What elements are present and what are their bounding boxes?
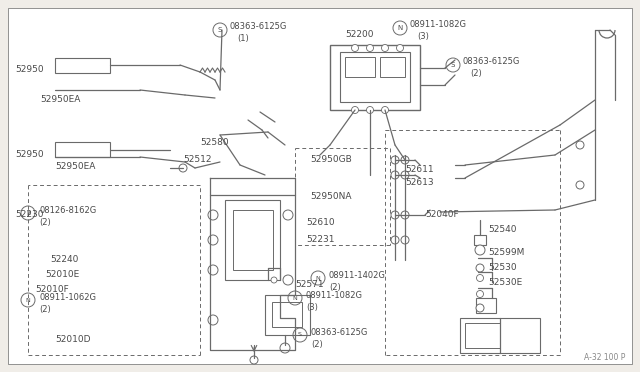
Text: B: B: [26, 211, 30, 215]
Text: (2): (2): [470, 69, 482, 78]
Text: 52231: 52231: [306, 235, 335, 244]
Text: 52950: 52950: [15, 65, 44, 74]
Text: 52200: 52200: [345, 30, 374, 39]
Circle shape: [477, 275, 483, 282]
Bar: [225, 200, 280, 280]
Circle shape: [283, 210, 293, 220]
Text: 52530E: 52530E: [488, 278, 522, 287]
Text: 08363-6125G: 08363-6125G: [230, 22, 287, 31]
Circle shape: [367, 45, 374, 51]
Circle shape: [351, 106, 358, 113]
Text: 52610: 52610: [306, 218, 335, 227]
Circle shape: [208, 235, 218, 245]
Text: 52580: 52580: [200, 138, 228, 147]
Text: (2): (2): [39, 305, 51, 314]
Circle shape: [391, 236, 399, 244]
Bar: [330, 45, 420, 110]
Text: 08911-1082G: 08911-1082G: [410, 20, 467, 29]
Circle shape: [397, 45, 403, 51]
Text: 08911-1082G: 08911-1082G: [306, 291, 363, 300]
Bar: [55, 142, 110, 157]
Text: 52010E: 52010E: [45, 270, 79, 279]
Text: 52540: 52540: [488, 225, 516, 234]
Circle shape: [576, 141, 584, 149]
Circle shape: [208, 210, 218, 220]
Bar: [55, 58, 110, 73]
Text: 08126-8162G: 08126-8162G: [39, 206, 96, 215]
Text: 52950EA: 52950EA: [55, 162, 95, 171]
Text: N: N: [316, 276, 321, 280]
Text: 52950GB: 52950GB: [310, 155, 352, 164]
Text: 08363-6125G: 08363-6125G: [311, 328, 369, 337]
Text: (2): (2): [329, 283, 340, 292]
Bar: [380, 57, 405, 77]
Text: 52950NA: 52950NA: [310, 192, 351, 201]
Text: 52010D: 52010D: [55, 335, 90, 344]
Text: 52613: 52613: [405, 178, 434, 187]
Text: (3): (3): [306, 303, 318, 312]
Text: (1): (1): [237, 34, 249, 43]
Text: 52512: 52512: [183, 155, 211, 164]
Circle shape: [280, 343, 290, 353]
Bar: [272, 302, 302, 327]
Bar: [340, 52, 410, 102]
Text: A-32 100 P: A-32 100 P: [584, 353, 625, 362]
Bar: [233, 210, 273, 270]
Bar: [345, 57, 375, 77]
Text: S: S: [298, 333, 302, 337]
Bar: [476, 298, 496, 313]
Text: 52010F: 52010F: [35, 285, 68, 294]
Text: N: N: [26, 298, 30, 302]
Text: 52950EA: 52950EA: [40, 95, 81, 104]
Circle shape: [381, 45, 388, 51]
Bar: [265, 295, 310, 335]
Circle shape: [476, 264, 484, 272]
Bar: [460, 318, 540, 353]
Text: 08911-1062G: 08911-1062G: [39, 293, 96, 302]
Text: (2): (2): [311, 340, 323, 349]
Text: 52571: 52571: [295, 280, 324, 289]
Circle shape: [401, 236, 409, 244]
Circle shape: [475, 245, 485, 255]
Circle shape: [208, 265, 218, 275]
Text: (2): (2): [39, 218, 51, 227]
Circle shape: [401, 171, 409, 179]
Text: 52611: 52611: [405, 165, 434, 174]
Text: S: S: [218, 27, 222, 33]
Bar: [465, 323, 500, 348]
Circle shape: [179, 164, 187, 172]
Text: 52530: 52530: [488, 263, 516, 272]
Text: 52040F: 52040F: [425, 210, 459, 219]
Circle shape: [401, 211, 409, 219]
Bar: [474, 235, 486, 245]
Circle shape: [271, 277, 277, 283]
Circle shape: [381, 106, 388, 113]
Circle shape: [283, 275, 293, 285]
Text: N: N: [397, 25, 403, 31]
Text: S: S: [451, 62, 455, 68]
Circle shape: [476, 304, 484, 312]
Circle shape: [477, 291, 483, 298]
Circle shape: [391, 171, 399, 179]
Circle shape: [401, 156, 409, 164]
Text: 52240: 52240: [50, 255, 78, 264]
Circle shape: [576, 181, 584, 189]
Text: 52599M: 52599M: [488, 248, 524, 257]
Circle shape: [391, 211, 399, 219]
Text: 52950: 52950: [15, 150, 44, 159]
Text: 52230: 52230: [15, 210, 44, 219]
Text: 08363-6125G: 08363-6125G: [463, 57, 520, 66]
Circle shape: [208, 315, 218, 325]
Circle shape: [367, 106, 374, 113]
Circle shape: [351, 45, 358, 51]
Circle shape: [250, 356, 258, 364]
Text: N: N: [292, 295, 298, 301]
Text: 08911-1402G: 08911-1402G: [329, 271, 386, 280]
Circle shape: [391, 156, 399, 164]
Text: (3): (3): [417, 32, 429, 41]
